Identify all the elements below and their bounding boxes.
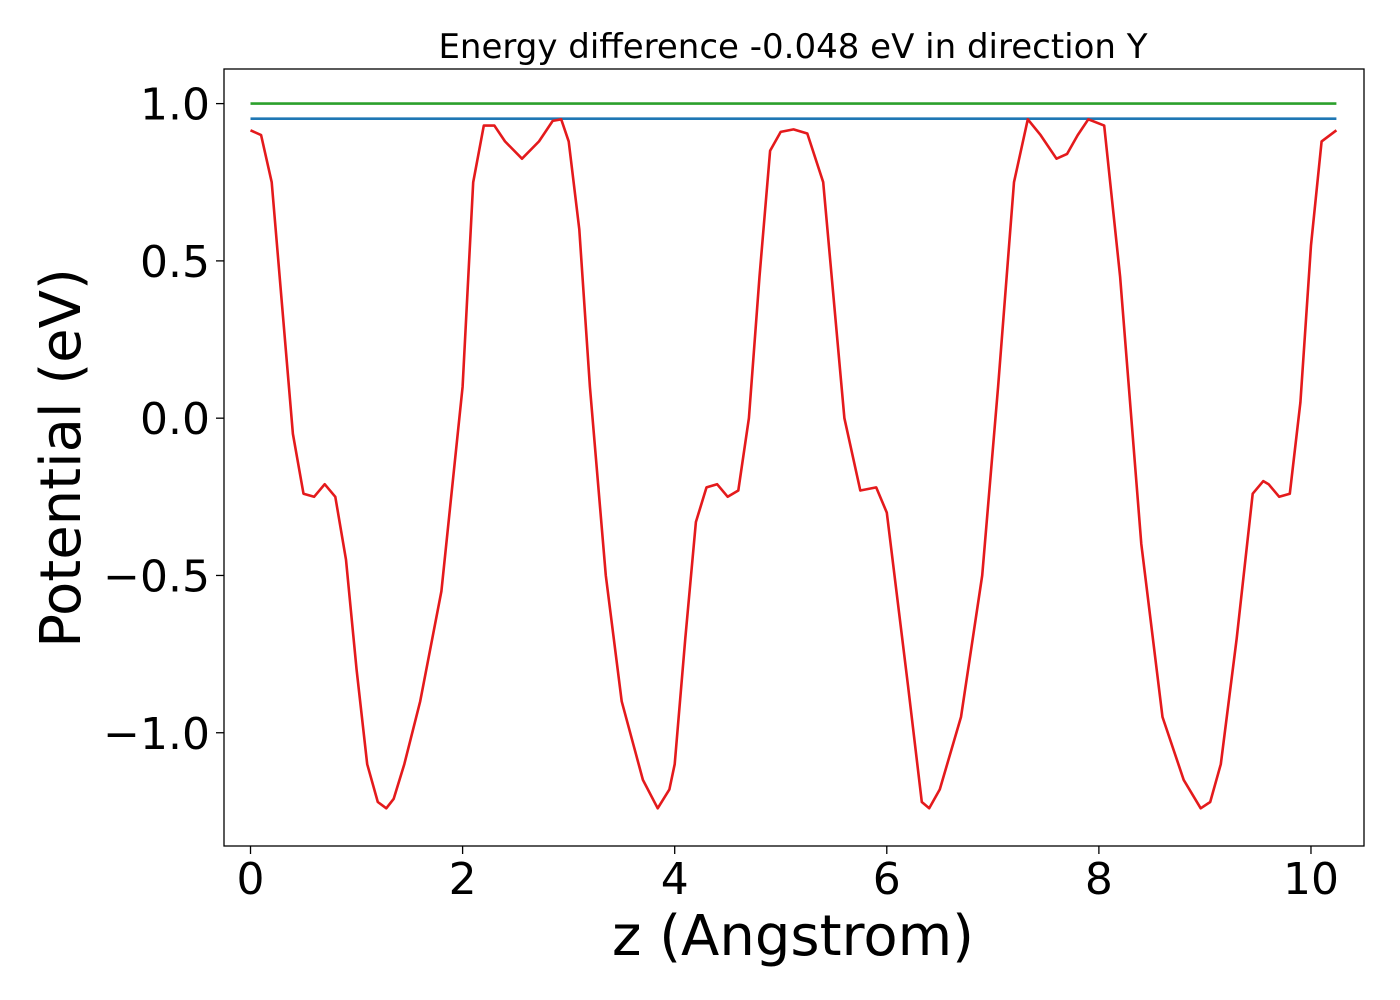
series-line-2 — [249, 118, 1338, 810]
x-tick-label: 0 — [237, 854, 265, 905]
y-tick-label: 0.0 — [140, 394, 210, 445]
y-axis-label: Potential (eV) — [29, 268, 94, 648]
x-tick-label: 10 — [1283, 854, 1339, 905]
y-tick-label: −0.5 — [103, 551, 210, 602]
x-tick-label: 2 — [449, 854, 477, 905]
y-axis: −1.0 −0.5 0.0 0.5 1.0 — [103, 80, 224, 760]
y-tick-label: 1.0 — [140, 80, 210, 131]
chart-title: Energy difference -0.048 eV in direction… — [438, 27, 1147, 67]
x-axis-label: z (Angstrom) — [612, 904, 974, 969]
series-layer — [249, 102, 1338, 810]
x-tick-label: 6 — [873, 854, 901, 905]
y-tick-label: −1.0 — [103, 709, 210, 760]
y-tick-label: 0.5 — [140, 237, 210, 288]
plot-frame — [223, 68, 1365, 847]
x-tick-label: 8 — [1085, 854, 1113, 905]
x-axis: 0 2 4 6 8 10 — [237, 846, 1339, 905]
x-tick-label: 4 — [661, 854, 689, 905]
